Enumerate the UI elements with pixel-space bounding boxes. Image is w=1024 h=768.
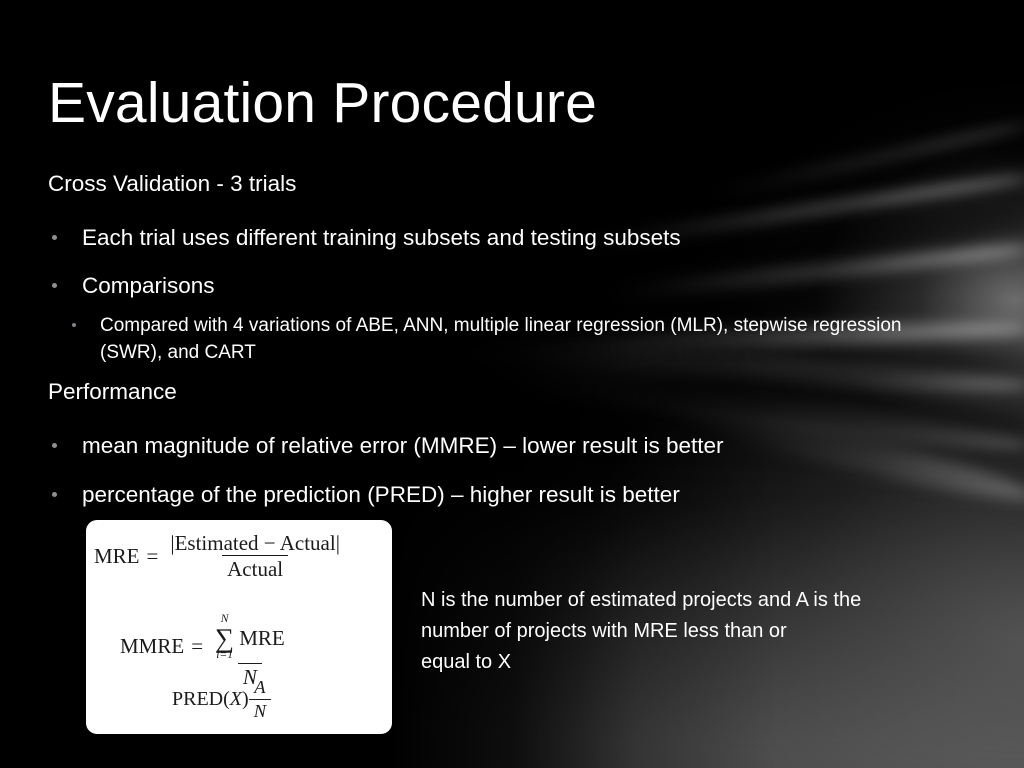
- list-item-label: mean magnitude of relative error (MMRE) …: [82, 433, 724, 459]
- list-item: percentage of the prediction (PRED) – hi…: [48, 481, 723, 510]
- equation-pred-argument: X: [229, 688, 243, 710]
- bullet-dot-icon: [52, 235, 57, 241]
- equation-mre-operator: =: [146, 543, 159, 568]
- slide-title: Evaluation Procedure: [48, 71, 598, 135]
- equation-mre-numerator: |Estimated − Actual|: [170, 531, 340, 555]
- section-lead-performance: Performance: [48, 379, 177, 404]
- equation-mre-denominator: Actual: [222, 555, 289, 580]
- sum-summand: MRE: [239, 625, 285, 650]
- equation-mmre-denominator: N: [237, 662, 262, 688]
- list-item: Each trial uses different training subse…: [48, 224, 910, 253]
- formula-image-card: MRE = |Estimated − Actual| Actual MMRE =…: [86, 520, 392, 734]
- formula-caption: N is the number of estimated projects an…: [421, 585, 961, 678]
- equation-pred-lhs-close: ): [242, 688, 249, 710]
- equation-pred: PRED( X ) A N: [172, 677, 271, 722]
- list-item-sub-label: Compared with 4 variations of ABE, ANN, …: [100, 314, 902, 363]
- sum-lower-limit: i=1: [216, 649, 233, 662]
- section-performance: Performance mean magnitude of relative e…: [48, 378, 723, 510]
- equation-mmre-fraction: N ∑ i=1 MRE N: [210, 604, 290, 688]
- equation-mmre: MMRE = N ∑ i=1 MRE N: [120, 604, 290, 688]
- list-item-label: Comparisons: [82, 272, 215, 298]
- equation-pred-denominator: N: [248, 698, 271, 722]
- equation-pred-numerator: A: [254, 677, 266, 697]
- bullet-dot-icon: [52, 443, 57, 449]
- list-item-sub: Compared with 4 variations of ABE, ANN, …: [48, 313, 910, 367]
- bullet-dot-icon: [52, 491, 57, 497]
- equation-mre: MRE = |Estimated − Actual| Actual: [94, 532, 345, 581]
- bullet-dot-icon: [72, 322, 76, 327]
- sum-upper-limit: N: [220, 613, 229, 625]
- equation-mmre-operator: =: [191, 633, 204, 658]
- section-cross-validation: Cross Validation - 3 trials Each trial u…: [48, 170, 910, 367]
- equation-mmre-lhs: MMRE: [120, 633, 185, 658]
- bullet-dot-icon: [52, 282, 57, 288]
- formula-caption-line: number of projects with MRE less than or: [421, 620, 787, 642]
- formula-caption-line: equal to X: [421, 651, 512, 673]
- formula-caption-line: N is the number of estimated projects an…: [421, 589, 862, 611]
- sigma-icon: N ∑ i=1: [215, 613, 235, 662]
- equation-pred-fraction: A N: [248, 677, 271, 722]
- list-item: mean magnitude of relative error (MMRE) …: [48, 432, 723, 461]
- summation-expression: N ∑ i=1 MRE: [215, 613, 285, 662]
- list-item-label: percentage of the prediction (PRED) – hi…: [82, 481, 680, 507]
- list-item-label: Each trial uses different training subse…: [82, 225, 681, 251]
- sigma-glyph: ∑: [215, 622, 235, 653]
- equation-pred-lhs: PRED(: [172, 688, 230, 710]
- equation-mre-lhs: MRE: [94, 543, 140, 568]
- list-item: Comparisons: [48, 272, 910, 301]
- equation-mre-fraction: |Estimated − Actual| Actual: [165, 532, 345, 581]
- section-lead-cross-validation: Cross Validation - 3 trials: [48, 171, 297, 196]
- equation-mmre-numerator: N ∑ i=1 MRE: [210, 604, 290, 663]
